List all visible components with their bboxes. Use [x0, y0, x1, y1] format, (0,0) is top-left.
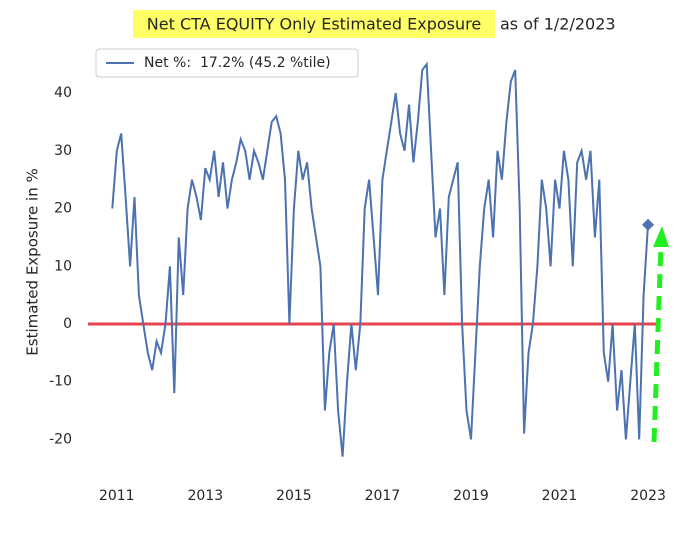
x-tick-label: 2015: [276, 488, 312, 504]
y-tick-label: -10: [49, 374, 72, 390]
x-tick-label: 2013: [188, 488, 224, 504]
arrow-shaft: [651, 244, 664, 443]
x-tick-label: 2011: [99, 488, 135, 504]
x-tick-label: 2019: [453, 488, 489, 504]
title-highlight: [133, 10, 495, 38]
x-tick-label: 2023: [630, 488, 666, 504]
y-tick-label: 30: [54, 143, 72, 159]
y-tick-label: 10: [54, 258, 72, 274]
series-line: [111, 61, 649, 457]
arrow-head: [653, 226, 669, 247]
plot-area: -20 -10 0 10 20 30 40 2011 2013 2015 2017 2019 2021 2…: [49, 48, 666, 504]
x-tick-label: 2017: [365, 488, 401, 504]
trend-arrow: [651, 226, 669, 443]
y-tick-label: -20: [49, 431, 72, 447]
legend-label: Net %: 17.2% (45.2 %tile): [144, 55, 331, 71]
y-tick-label: 20: [54, 201, 72, 217]
x-tick-label: 2021: [542, 488, 578, 504]
y-axis-label: Estimated Exposure in %: [24, 168, 42, 355]
chart-title-suffix: as of 1/2/2023: [500, 15, 616, 34]
y-tick-label: 0: [63, 316, 72, 332]
y-tick-label: 40: [54, 85, 72, 101]
legend-box: [95, 48, 359, 78]
last-value-marker: [642, 218, 655, 231]
chart-title: Net CTA EQUITY Only Estimated Exposure: [147, 15, 481, 34]
